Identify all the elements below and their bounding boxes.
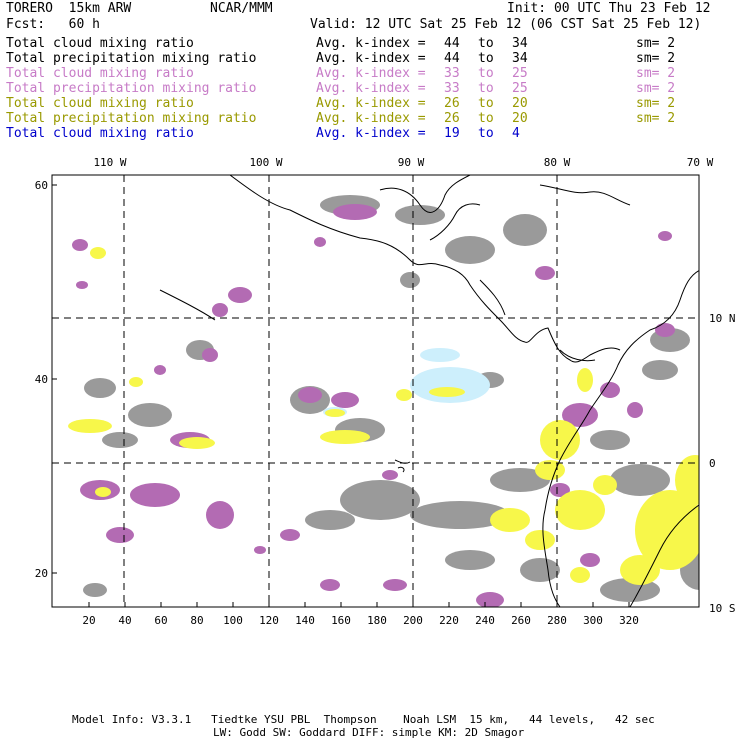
coastlines [159,175,699,607]
legend-smoothing: sm= 2 [636,111,676,126]
legend-smoothing: sm= 2 [636,51,676,66]
legend-k-from: 19 [444,126,460,141]
x-tick-label: 220 [439,614,459,627]
lon-label: 90 W [398,156,425,169]
legend-row: Total cloud mixing ratio Avg. k-index = 19… [6,126,736,141]
legend-row: Total cloud mixing ratio Avg. k-index = 26… [6,96,736,111]
legend-field-name: Total cloud mixing ratio [6,126,194,141]
model-info-line2: LW: Godd SW: Goddard DIFF: simple KM: 2D… [213,726,525,739]
legend-field-name: Total precipitation mixing ratio [6,111,257,126]
init-time: Init: 00 UTC Thu 23 Feb 12 [507,1,711,16]
cloud-yellow-areas [68,247,699,585]
x-tick-label: 120 [259,614,279,627]
legend-k-to: 20 [512,111,528,126]
legend-avg-label: Avg. k-index = [316,126,426,141]
x-tick-label: 40 [118,614,131,627]
lon-label: 110 W [93,156,126,169]
legend-k-from: 44 [444,51,460,66]
map-frame [51,174,700,608]
lat-label: 10 N [709,312,736,325]
legend-avg-label: Avg. k-index = [316,36,426,51]
y-tick-label: 60 [35,179,48,192]
x-tick-label: 300 [583,614,603,627]
legend-row: Total precipitation mixing ratio Avg. k-i… [6,111,736,126]
legend-k-from: 33 [444,66,460,81]
lon-label: 80 W [544,156,571,169]
legend-row: Total cloud mixing ratio Avg. k-index = 44… [6,36,736,51]
model-info-line1: Model Info: V3.3.1 Tiedtke YSU PBL Thomp… [72,713,655,726]
legend-avg-label: Avg. k-index = [316,96,426,111]
legend-k-to: 34 [512,51,528,66]
legend-to-label: to [478,81,494,96]
organization-label: NCAR/MMM [210,1,273,16]
legend-to-label: to [478,96,494,111]
x-tick-label: 320 [619,614,639,627]
legend-smoothing: sm= 2 [636,81,676,96]
map-gridlines [52,175,699,607]
x-tick-label: 60 [154,614,167,627]
legend-field-name: Total cloud mixing ratio [6,66,194,81]
lon-label: 100 W [249,156,282,169]
legend-k-to: 25 [512,66,528,81]
legend-field-name: Total precipitation mixing ratio [6,81,257,96]
valid-time: Valid: 12 UTC Sat 25 Feb 12 (06 CST Sat … [310,17,702,32]
x-tick-label: 260 [511,614,531,627]
x-tick-label: 20 [82,614,95,627]
legend-to-label: to [478,126,494,141]
legend-k-to: 4 [512,126,520,141]
x-tick-label: 200 [403,614,423,627]
legend-to-label: to [478,66,494,81]
legend-smoothing: sm= 2 [636,66,676,81]
legend-avg-label: Avg. k-index = [316,66,426,81]
legend-field-name: Total cloud mixing ratio [6,96,194,111]
x-tick-label: 280 [547,614,567,627]
legend-k-from: 33 [444,81,460,96]
legend-k-to: 20 [512,96,528,111]
legend-row: Total cloud mixing ratio Avg. k-index = 33… [6,66,736,81]
legend-k-from: 26 [444,111,460,126]
legend-row: Total precipitation mixing ratio Avg. k-i… [6,81,736,96]
x-tick-label: 180 [367,614,387,627]
legend-k-to: 34 [512,36,528,51]
x-tick-label: 80 [190,614,203,627]
y-tick-label: 40 [35,373,48,386]
legend-to-label: to [478,111,494,126]
x-tick-label: 160 [331,614,351,627]
lon-label: 70 W [687,156,714,169]
x-tick-label: 140 [295,614,315,627]
legend-avg-label: Avg. k-index = [316,81,426,96]
model-title: TORERO 15km ARW [6,1,132,16]
lat-label: 10 S [709,602,736,615]
forecast-hour: Fcst: 60 h [6,17,100,32]
weather-map: 110 W 100 W 90 W 80 W 70 W 10 N 0 10 S [35,156,736,627]
legend-to-label: to [478,51,494,66]
legend-row: Total precipitation mixing ratio Avg. k-i… [6,51,736,66]
legend-smoothing: sm= 2 [636,36,676,51]
x-tick-label: 240 [475,614,495,627]
legend-avg-label: Avg. k-index = [316,51,426,66]
legend-k-to: 25 [512,81,528,96]
legend-avg-label: Avg. k-index = [316,111,426,126]
legend-k-from: 44 [444,36,460,51]
legend-smoothing: sm= 2 [636,96,676,111]
legend-k-from: 26 [444,96,460,111]
y-tick-label: 20 [35,567,48,580]
legend-to-label: to [478,36,494,51]
x-tick-label: 100 [223,614,243,627]
lat-label: 0 [709,457,716,470]
legend-field-name: Total cloud mixing ratio [6,36,194,51]
legend-field-name: Total precipitation mixing ratio [6,51,257,66]
